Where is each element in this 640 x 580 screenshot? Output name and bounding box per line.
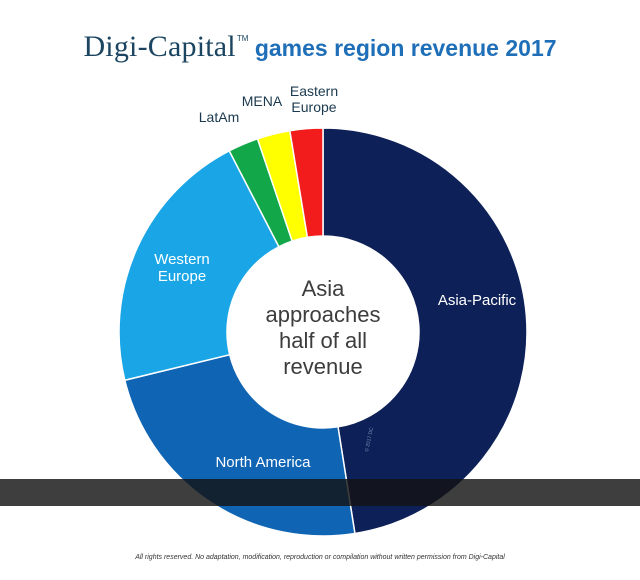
slice-asia-pacific [322, 127, 528, 535]
label-north-america: North America [215, 454, 311, 471]
label-eastern-europe: Eastern Europe [290, 83, 338, 115]
copyright-footer: All rights reserved. No adaptation, modi… [135, 554, 505, 561]
slice-western-europe [118, 149, 280, 382]
slice-eastern-europe [288, 127, 324, 239]
chart-title: games region revenue 2017 [254, 35, 557, 61]
label-western-europe: Western Europe [154, 251, 210, 285]
label-asia-pacific: Asia-Pacific [438, 292, 517, 309]
brand-logo: Digi-Capital [83, 30, 236, 63]
trademark-symbol: TM [236, 34, 249, 43]
label-latam: LatAm [199, 109, 239, 125]
overlay-band [0, 479, 640, 506]
label-mena: MENA [242, 93, 283, 109]
slice-north-america [123, 353, 356, 537]
center-label: Asia approaches half of all revenue [266, 276, 381, 379]
chart-header: Digi-CapitalTM games region revenue 2017 [0, 30, 640, 64]
